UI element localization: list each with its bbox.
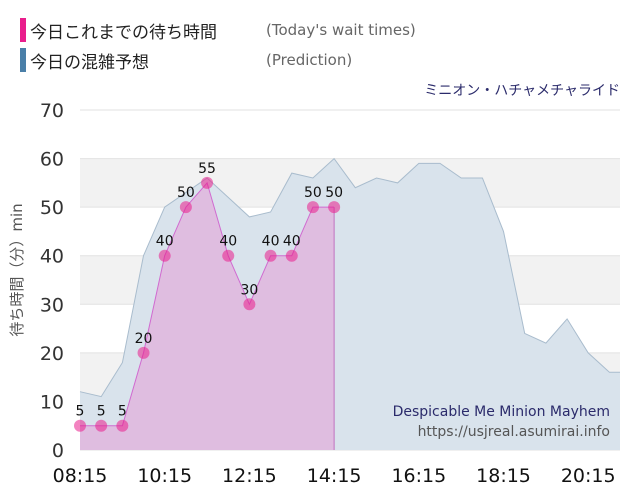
data-label: 30 (240, 282, 258, 298)
data-label: 5 (97, 404, 106, 420)
y-tick-label: 50 (40, 197, 64, 219)
today-point (95, 419, 108, 432)
today-point (306, 201, 319, 214)
watermark-title: Despicable Me Minion Mayhem (393, 404, 610, 420)
y-tick-label: 60 (40, 149, 64, 171)
today-point (179, 201, 192, 214)
data-label: 5 (76, 404, 85, 420)
prediction-line (79, 157, 620, 398)
x-tick-label: 18:15 (476, 465, 531, 487)
today-point (264, 249, 277, 262)
today-point (222, 249, 235, 262)
today-point (243, 298, 256, 311)
legend-prediction: 今日の混雑予想 (Prediction) (20, 48, 353, 73)
legend-prediction-swatch (20, 48, 26, 72)
y-tick-label: 0 (52, 440, 64, 462)
data-label: 40 (283, 234, 301, 250)
x-tick-label: 20:15 (561, 465, 616, 487)
today-point (158, 249, 171, 262)
legend-prediction-en: (Prediction) (266, 51, 353, 69)
data-label: 40 (219, 234, 237, 250)
y-tick-labels: 0 10 20 30 40 50 60 70 (40, 100, 64, 462)
data-label: 50 (177, 185, 195, 201)
data-label: 20 (135, 331, 153, 347)
legend-today-label: 今日これまでの待ち時間 (30, 22, 217, 43)
x-tick-label: 16:15 (391, 465, 446, 487)
y-tick-label: 40 (40, 246, 64, 268)
data-label: 55 (198, 161, 216, 177)
y-tick-label: 10 (40, 391, 64, 413)
y-tick-label: 30 (40, 294, 64, 316)
today-point (116, 419, 129, 432)
today-area (80, 182, 335, 450)
x-tick-label: 14:15 (307, 465, 362, 487)
legend-today-swatch (20, 18, 26, 42)
data-label: 50 (304, 185, 322, 201)
data-label: 50 (325, 185, 343, 201)
today-point (74, 419, 86, 432)
data-label: 40 (156, 234, 174, 250)
today-point (328, 201, 341, 214)
legend-today: 今日これまでの待ち時間 (Today's wait times) (20, 18, 416, 43)
x-tick-label: 10:15 (137, 465, 192, 487)
data-label: 5 (118, 404, 127, 420)
y-axis-label: 待ち時間（分）min (8, 203, 26, 336)
today-point (285, 249, 298, 262)
y-tick-label: 20 (40, 343, 64, 365)
legend-prediction-label: 今日の混雑予想 (30, 52, 149, 73)
today-point (201, 176, 214, 189)
y-tick-label: 70 (40, 100, 64, 122)
legend-today-en: (Today's wait times) (266, 21, 416, 39)
watermark-url: https://usjreal.asumirai.info (418, 424, 610, 440)
x-tick-labels: 08:15 10:15 12:15 14:15 16:15 18:15 20:15 (53, 465, 616, 487)
background-band (80, 110, 620, 159)
x-tick-label: 12:15 (222, 465, 277, 487)
data-label: 40 (262, 234, 280, 250)
x-tick-label: 08:15 (53, 465, 108, 487)
attraction-name: ミニオン・ハチャメチャライド (424, 83, 620, 99)
today-point (137, 346, 150, 359)
